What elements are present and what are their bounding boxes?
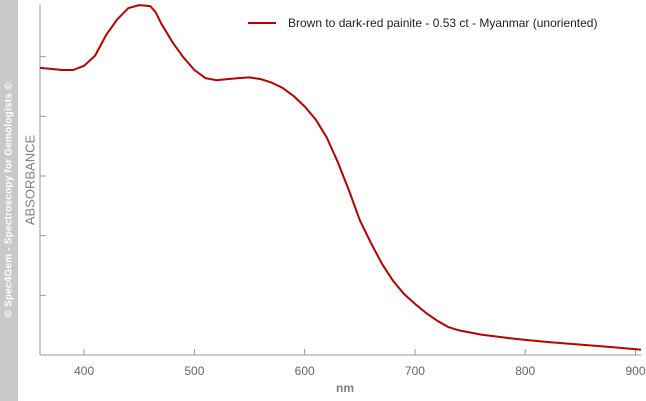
x-tick-label: 600 (295, 364, 315, 378)
legend-entry: Brown to dark-red painite - 0.53 ct - My… (288, 16, 597, 30)
x-tick-label: 500 (184, 364, 204, 378)
watermark-strip: © Spec4Gem - Spectroscopy for Gemologist… (0, 0, 18, 401)
series-group (39, 4, 642, 351)
x-tick-label: 800 (515, 364, 535, 378)
x-tick-label: 700 (405, 364, 425, 378)
legend: Brown to dark-red painite - 0.53 ct - My… (248, 16, 597, 30)
series-line-0 (39, 4, 642, 351)
axes: 400 500 600 700 800 900 (39, 4, 646, 378)
x-axis-label: nm (336, 381, 354, 395)
x-tick-label: 400 (74, 364, 94, 378)
x-tick-label: 900 (625, 364, 645, 378)
